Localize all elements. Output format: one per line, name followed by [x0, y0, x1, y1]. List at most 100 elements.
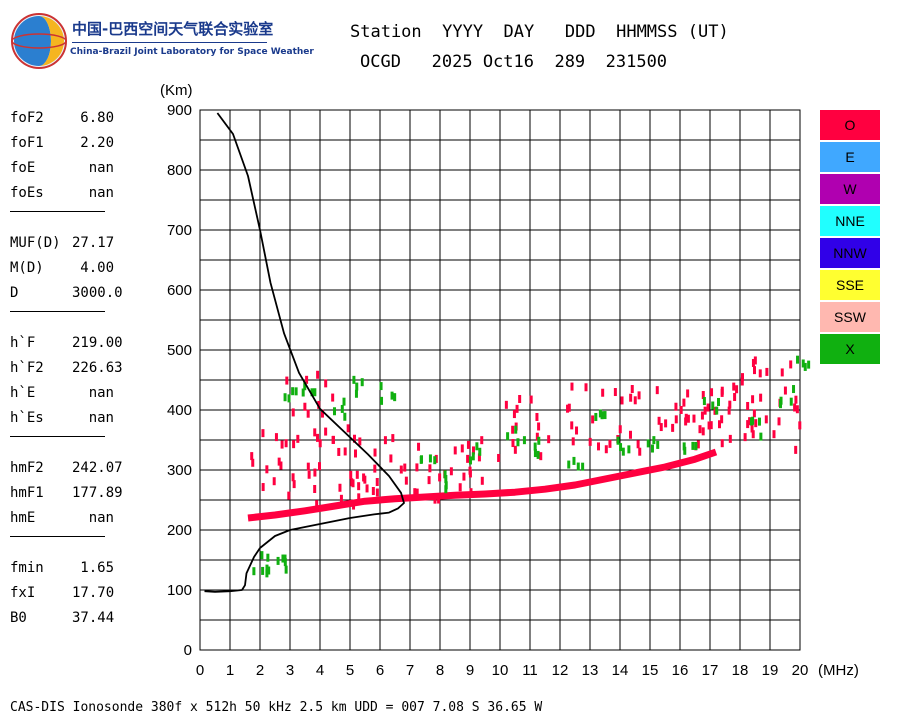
o-echo-mark — [250, 452, 254, 461]
o-echo-mark — [613, 388, 617, 397]
x-echo-mark — [506, 432, 510, 441]
param-separator — [10, 211, 105, 212]
x-echo-mark — [619, 443, 623, 452]
o-echo-mark — [352, 434, 356, 443]
param-value: 1.65 — [80, 560, 114, 576]
o-echo-mark — [458, 483, 462, 492]
o-echo-mark — [404, 476, 408, 485]
o-echo-mark — [597, 442, 601, 451]
x-tick-label: 17 — [702, 662, 719, 679]
o-echo-mark — [365, 484, 369, 493]
x-echo-mark — [796, 355, 800, 364]
x-echo-mark — [444, 485, 448, 494]
o-echo-mark — [686, 389, 690, 398]
o-echo-mark — [296, 434, 300, 443]
o-echo-mark — [620, 396, 624, 405]
o-echo-mark — [427, 476, 431, 485]
o-echo-mark — [362, 473, 366, 482]
x-echo-mark — [807, 360, 811, 369]
x-echo-mark — [276, 556, 280, 565]
o-echo-mark — [537, 422, 541, 431]
o-echo-mark — [513, 445, 517, 454]
o-echo-mark — [343, 447, 347, 456]
x-tick-label: 10 — [492, 662, 509, 679]
x-echo-mark — [283, 393, 287, 402]
o-echo-mark — [604, 445, 608, 454]
y-tick-label: 900 — [167, 102, 192, 119]
x-echo-mark — [711, 401, 715, 410]
o-echo-mark — [740, 377, 744, 386]
x-echo-mark — [478, 447, 482, 456]
x-echo-mark — [444, 475, 448, 484]
o-echo-mark — [701, 427, 705, 436]
o-echo-mark — [399, 465, 403, 474]
y-tick-label: 600 — [167, 282, 192, 299]
o-echo-mark — [480, 436, 484, 445]
param-separator — [10, 311, 105, 312]
o-echo-mark — [684, 413, 688, 422]
x-echo-mark — [468, 456, 472, 465]
o-echo-mark — [591, 415, 595, 424]
param-key: foF1 — [10, 135, 44, 151]
o-echo-mark — [468, 469, 472, 478]
o-echo-mark — [696, 440, 700, 449]
o-echo-mark — [320, 409, 324, 418]
o-echo-mark — [415, 488, 419, 497]
o-echo-mark — [331, 435, 335, 444]
o-echo-mark — [741, 373, 745, 382]
o-echo-mark — [700, 411, 704, 420]
o-echo-mark — [375, 488, 379, 497]
y-axis-label: (Km) — [160, 82, 193, 99]
o-echo-mark — [710, 388, 714, 397]
o-echo-mark — [462, 472, 466, 481]
o-echo-mark — [383, 436, 387, 445]
x-echo-mark — [291, 387, 295, 396]
o-echo-mark — [772, 430, 776, 439]
o-echo-mark — [794, 395, 798, 404]
x-tick-label: 11 — [522, 662, 538, 679]
param-value: 17.70 — [72, 585, 115, 601]
o-echo-mark — [466, 440, 470, 449]
o-echo-mark — [373, 448, 377, 457]
o-echo-mark — [571, 437, 575, 446]
o-echo-mark — [315, 500, 319, 509]
o-echo-mark — [752, 366, 756, 375]
o-lower-trace — [247, 448, 718, 522]
o-echo-mark — [735, 385, 739, 394]
o-echo-mark — [706, 403, 710, 412]
header-values: OCGD 2025 Oct16 289 231500 — [360, 52, 668, 72]
o-echo-mark — [795, 405, 799, 414]
o-echo-mark — [324, 427, 328, 436]
x-tick-label: 14 — [612, 662, 629, 679]
param-value: 6.80 — [80, 110, 114, 126]
virtual-height-profile-line — [204, 112, 405, 593]
x-echo-mark — [646, 439, 650, 448]
param-key: fmin — [10, 560, 44, 576]
o-echo-mark — [728, 400, 732, 409]
o-echo-mark — [265, 465, 269, 474]
x-echo-mark — [252, 567, 256, 576]
o-echo-mark — [657, 416, 661, 425]
x-echo-mark — [759, 432, 763, 441]
o-echo-mark — [413, 488, 417, 497]
o-echo-mark — [746, 401, 750, 410]
plot-frame — [199, 109, 801, 651]
o-echo-mark — [618, 425, 622, 434]
o-echo-mark — [701, 391, 705, 400]
o-echo-mark — [659, 423, 663, 432]
o-echo-mark — [415, 463, 419, 472]
o-echo-mark — [707, 421, 711, 430]
o-echo-mark — [518, 394, 522, 403]
param-key: fxI — [10, 585, 36, 601]
param-key: foE — [10, 160, 36, 176]
x-echo-mark — [266, 553, 270, 562]
o-echo-mark — [280, 440, 284, 449]
o-echo-mark — [307, 470, 311, 479]
profile-layer — [204, 112, 405, 593]
x-echo-mark — [572, 456, 576, 465]
x-echo-mark — [313, 388, 317, 397]
x-tick-label: 20 — [792, 662, 809, 679]
o-echo-mark — [251, 458, 255, 467]
x-echo-mark — [522, 436, 526, 445]
param-key: M(D) — [10, 260, 44, 276]
